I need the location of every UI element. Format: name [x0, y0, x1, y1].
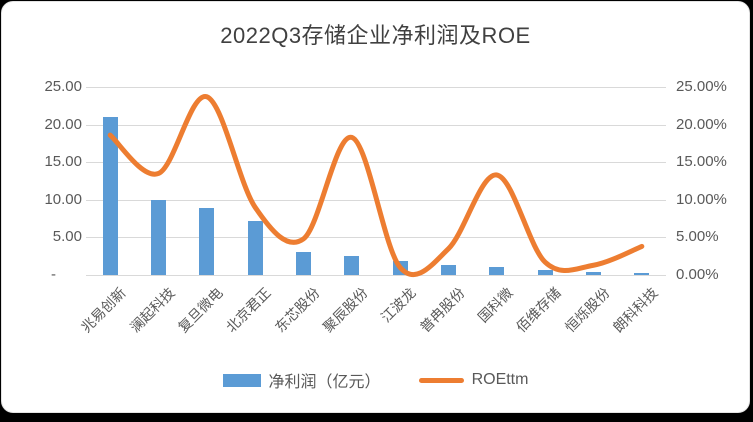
y-axis-left-label: 25.00	[44, 78, 82, 95]
legend-label-net-profit: 净利润（亿元）	[268, 374, 381, 391]
y-axis-left-label: 15.00	[44, 153, 82, 171]
gridline	[86, 87, 666, 88]
bar-复旦微电	[199, 208, 215, 275]
bar-恒烁股份	[586, 271, 601, 275]
y-axis-right-label: 10.00%	[676, 190, 727, 208]
legend-item-net-profit: 净利润（亿元）	[222, 368, 381, 392]
gridline	[86, 162, 666, 164]
chart-card: 2022Q3存储企业净利润及ROE 25.00 25.00% 20.00 20.00%…	[1, 1, 750, 413]
x-axis-label-聚辰股份: 聚辰股份	[319, 284, 371, 336]
y-axis-left-label: -	[51, 266, 56, 283]
roe-line-swatch-icon	[418, 377, 464, 383]
bar-普冉股份	[441, 265, 456, 275]
y-axis-right-label: 20.00%	[676, 115, 727, 133]
y-axis-right-label: 5.00%	[676, 228, 719, 246]
gridline	[86, 124, 666, 126]
bar-东芯股份	[296, 252, 311, 275]
x-axis-label-东芯股份: 东芯股份	[271, 284, 323, 336]
net-profit-bar-swatch-icon	[222, 373, 261, 387]
x-axis-label-北京君正: 北京君正	[222, 284, 274, 336]
x-axis-label-恒烁股份: 恒烁股份	[561, 284, 613, 336]
x-axis-label-普冉股份: 普冉股份	[416, 284, 468, 336]
y-axis-right-label: 0.00%	[676, 266, 719, 283]
legend: 净利润（亿元） ROEttm	[2, 368, 749, 392]
x-axis-label-朗科科技: 朗科科技	[609, 284, 661, 336]
bar-江波龙	[392, 261, 408, 275]
y-axis-left-label: 20.00	[44, 115, 82, 133]
x-axis-label-国科微: 国科微	[474, 284, 516, 326]
x-axis-label-澜起科技: 澜起科技	[126, 284, 178, 336]
bar-兆易创新	[102, 117, 118, 275]
y-axis-right-label: 25.00%	[676, 78, 727, 95]
x-axis-label-佰维存储: 佰维存储	[512, 284, 564, 336]
gridline	[86, 199, 666, 201]
chart-title: 2022Q3存储企业净利润及ROE	[220, 23, 531, 48]
bar-朗科科技	[634, 272, 650, 275]
legend-label-roe: ROEttm	[471, 371, 529, 388]
x-axis-label-兆易创新: 兆易创新	[77, 284, 129, 336]
x-axis-label-复旦微电: 复旦微电	[174, 284, 226, 336]
bar-佰维存储	[537, 270, 553, 275]
x-axis-label-江波龙: 江波龙	[377, 284, 419, 326]
roe-line-path	[107, 94, 645, 277]
gridline	[86, 275, 666, 276]
y-axis-right-label: 15.00%	[676, 153, 727, 171]
bar-聚辰股份	[344, 256, 360, 275]
bar-北京君正	[247, 220, 263, 275]
y-axis-left-label: 10.00	[44, 190, 82, 208]
bar-澜起科技	[151, 199, 166, 275]
legend-item-roe: ROEttm	[418, 371, 529, 389]
bar-国科微	[489, 266, 505, 275]
y-axis-left-label: 5.00	[52, 228, 82, 246]
gridline	[86, 237, 666, 239]
